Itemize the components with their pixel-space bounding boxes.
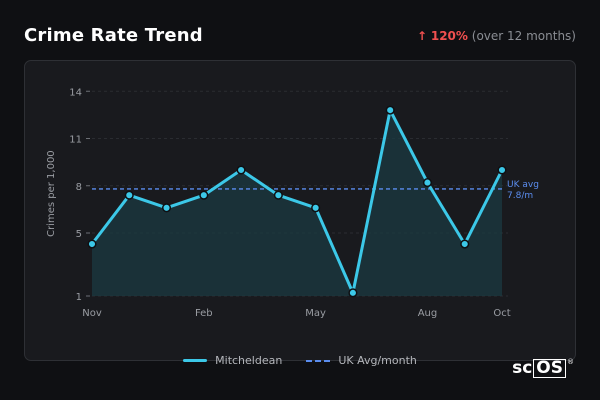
x-tick-label: May — [305, 308, 326, 319]
trend-up-arrow-icon: ↑ — [416, 29, 428, 43]
x-tick-label: Aug — [418, 308, 438, 319]
data-point — [124, 190, 134, 200]
data-point — [348, 288, 358, 298]
uk-avg-label: UK avg — [507, 180, 539, 190]
legend-solid-line-swatch — [183, 359, 208, 362]
trend-period: (over 12 months) — [471, 29, 576, 43]
series-line — [90, 108, 504, 295]
data-point — [311, 203, 321, 213]
legend-dashed-line-swatch — [306, 359, 331, 362]
y-tick-label: 11 — [69, 135, 82, 146]
y-tick-label: 14 — [69, 87, 82, 98]
y-tick-label: 1 — [76, 292, 82, 303]
trend-percentage: 120% — [430, 29, 468, 43]
y-tick-label: 8 — [76, 182, 82, 193]
legend-item-uk-avg[interactable]: UK Avg/month — [306, 354, 417, 367]
data-point — [87, 239, 97, 249]
legend-item-series[interactable]: Mitcheldean — [183, 354, 282, 367]
uk-avg-value-label: 7.8/m — [507, 191, 533, 201]
data-point — [199, 190, 209, 200]
y-axis-label: Crimes per 1,000 — [46, 150, 57, 237]
data-point — [385, 105, 395, 115]
data-point — [422, 178, 433, 188]
data-point — [236, 165, 246, 175]
data-point — [273, 190, 283, 200]
logo-boxed-text: OS — [533, 358, 566, 378]
x-tick-label: Nov — [82, 308, 102, 319]
legend-avg-label: UK Avg/month — [338, 354, 417, 367]
x-tick-label: Oct — [493, 308, 510, 319]
data-point — [161, 203, 172, 213]
data-point — [460, 239, 470, 249]
chart-title: Crime Rate Trend — [24, 25, 203, 46]
x-tick-label: Feb — [195, 308, 213, 319]
legend-series-label: Mitcheldean — [215, 354, 283, 367]
logo-prefix: sc — [512, 358, 533, 378]
y-tick-label: 5 — [76, 229, 82, 240]
scos-logo: sc OS ® — [512, 358, 574, 378]
logo-registered-mark: ® — [567, 358, 574, 366]
trend-indicator: ↑ 120% (over 12 months) — [417, 29, 576, 43]
data-point — [497, 165, 507, 175]
chart-legend: Mitcheldean UK Avg/month — [0, 354, 600, 367]
chart-card: 1 5 8 11 14 Crimes per 1,000 UK avg 7.8/m Nov Feb… — [24, 60, 576, 361]
